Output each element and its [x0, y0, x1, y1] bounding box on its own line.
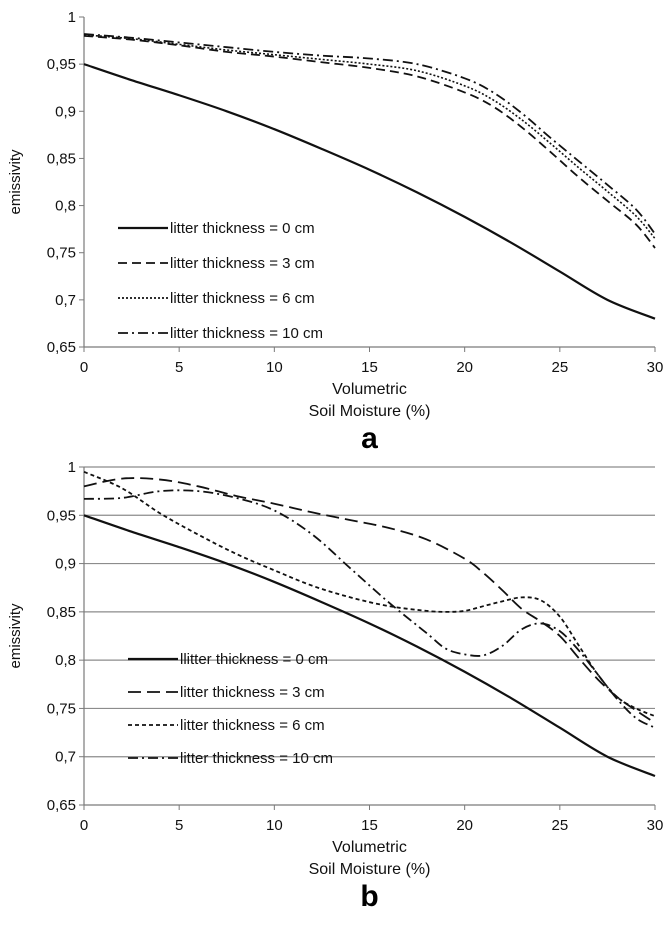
y-tick-label: 0,75 — [47, 700, 76, 717]
series-line-2 — [83, 471, 656, 717]
x-tick-label: 0 — [80, 817, 88, 834]
x-tick-label: 0 — [80, 359, 88, 376]
legend-label: litter thickness = 10 cm — [170, 325, 323, 342]
y-tick-label: 0,65 — [47, 339, 76, 356]
y-tick-label: 0,85 — [47, 604, 76, 621]
y-tick-label: 0,95 — [47, 507, 76, 524]
series-line-2 — [83, 34, 656, 240]
legend-label: litter thickness = 3 cm — [180, 684, 325, 701]
y-tick-label: 0,9 — [55, 103, 76, 120]
x-axis-title-line1: Volumetric — [332, 381, 407, 398]
y-tick-label: 0,95 — [47, 56, 76, 73]
x-tick-label: 5 — [175, 359, 183, 376]
x-axis-title-line1: Volumetric — [332, 839, 407, 856]
y-tick-label: 0,7 — [55, 292, 76, 309]
y-tick-label: 0,65 — [47, 797, 76, 814]
legend-label: litter thickness = 6 cm — [180, 717, 325, 734]
y-axis-title: emissivity — [7, 149, 24, 215]
panel-label: b — [360, 880, 378, 913]
series-line-0 — [83, 514, 656, 778]
legend-label: litter thickness = 6 cm — [170, 290, 315, 307]
x-tick-label: 10 — [266, 817, 283, 834]
legend-label: litter thickness = 10 cm — [180, 750, 333, 767]
x-tick-label: 10 — [266, 359, 283, 376]
series-line-1 — [83, 34, 656, 249]
legend-label: litter thickness = 0 cm — [170, 220, 315, 237]
x-tick-label: 5 — [175, 817, 183, 834]
y-tick-label: 0,8 — [55, 198, 76, 215]
y-tick-label: 0,9 — [55, 556, 76, 573]
y-tick-label: 0,8 — [55, 652, 76, 669]
y-tick-label: 0,7 — [55, 749, 76, 766]
x-tick-label: 25 — [551, 817, 568, 834]
x-tick-label: 15 — [361, 359, 378, 376]
x-axis-title-line2: Soil Moisture (%) — [309, 861, 431, 878]
x-axis-title-line2: Soil Moisture (%) — [309, 403, 431, 420]
x-tick-label: 30 — [647, 817, 664, 834]
x-tick-label: 20 — [456, 817, 473, 834]
series-line-3 — [83, 33, 656, 235]
y-tick-label: 1 — [68, 459, 76, 476]
x-tick-label: 20 — [456, 359, 473, 376]
panel-label: a — [361, 422, 378, 455]
series-line-3 — [83, 489, 656, 729]
x-tick-label: 25 — [551, 359, 568, 376]
x-tick-label: 15 — [361, 817, 378, 834]
y-tick-label: 0,85 — [47, 150, 76, 167]
y-axis-title: emissivity — [7, 603, 24, 669]
y-tick-label: 1 — [68, 9, 76, 26]
x-tick-label: 30 — [647, 359, 664, 376]
legend-label: llitter thickness = 0 cm — [180, 651, 328, 668]
series-line-0 — [83, 63, 656, 320]
legend-label: litter thickness = 3 cm — [170, 255, 315, 272]
y-tick-label: 0,75 — [47, 245, 76, 262]
